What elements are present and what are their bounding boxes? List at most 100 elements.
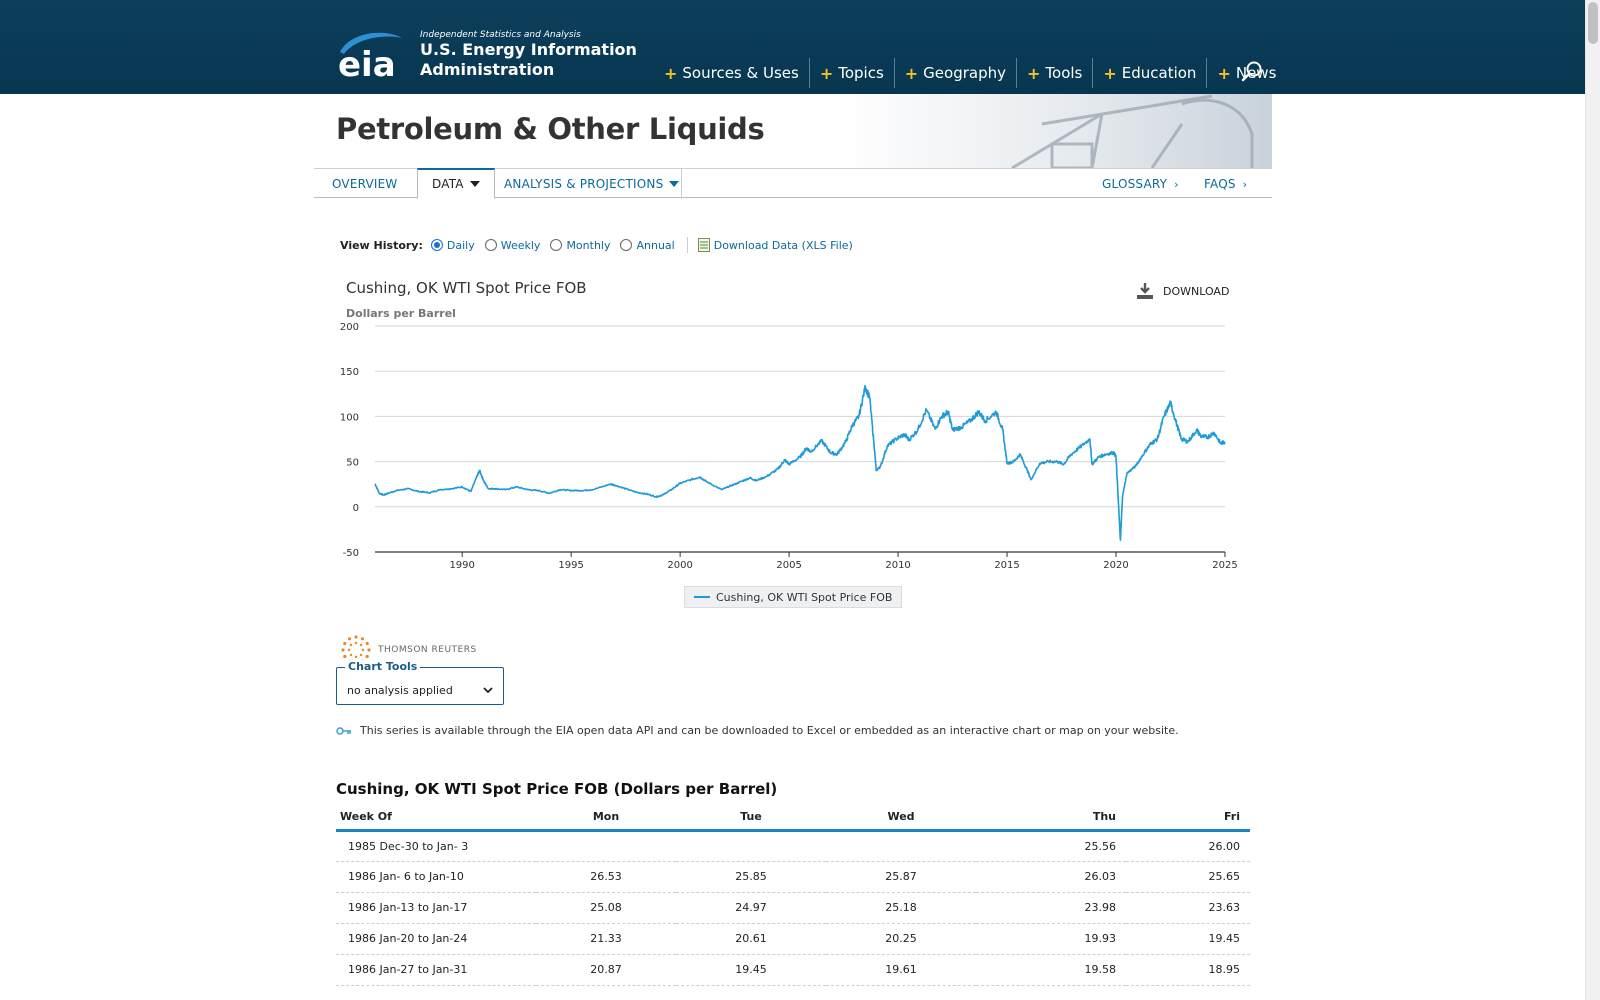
eia-logo[interactable]: eia <box>336 26 406 82</box>
radio-button[interactable] <box>620 239 633 251</box>
chart-gridlines <box>375 325 1225 553</box>
cell-week: 1985 Dec-30 to Jan- 3 <box>336 830 536 862</box>
download-xls-link[interactable]: Download Data (XLS File) <box>697 238 853 252</box>
legend-swatch <box>694 596 710 598</box>
top-navigation: + Sources & Uses + Topics + Geography + Tool… <box>654 58 1286 88</box>
table-row: 1986 Jan-20 to Jan-24 21.33 20.61 20.25 … <box>336 923 1250 955</box>
faqs-link[interactable]: FAQS › <box>1204 169 1247 199</box>
view-history-label: View History: <box>340 238 423 252</box>
cell-wed: 20.25 <box>826 923 976 955</box>
nav-label: Tools <box>1045 64 1083 82</box>
radio-label: Weekly <box>500 238 541 252</box>
x-tick-label: 1990 <box>449 560 474 571</box>
tab-overview[interactable]: OVERVIEW <box>318 169 412 199</box>
cell-mon: 20.87 <box>536 954 676 986</box>
plus-icon: + <box>904 63 919 83</box>
x-axis-ticks: 1990 1995 2000 2005 2010 2015 2020 2025 <box>449 552 1238 571</box>
plus-icon: + <box>1103 63 1117 83</box>
chart-tools-label: Chart Tools <box>345 660 421 673</box>
cell-tue: 20.61 <box>676 923 826 955</box>
header-week-of: Week Of <box>336 804 536 832</box>
y-tick-label: 100 <box>340 412 359 423</box>
tab-data[interactable]: DATA <box>417 168 495 199</box>
x-tick-label: 2015 <box>994 560 1019 571</box>
chart-tools-selected-value: no analysis applied <box>347 683 453 697</box>
chevron-right-icon: › <box>1242 177 1248 191</box>
faqs-label: FAQS <box>1204 177 1236 191</box>
header-tue: Tue <box>676 804 826 832</box>
cell-tue <box>676 830 826 862</box>
plus-icon: + <box>664 63 678 83</box>
radio-label: Annual <box>636 238 675 252</box>
x-tick-label: 1995 <box>558 560 583 571</box>
radio-weekly[interactable]: Weekly <box>484 238 541 252</box>
spreadsheet-icon <box>697 238 710 252</box>
section-subnav: OVERVIEW DATA ANALYSIS & PROJECTIONS GLO… <box>314 168 1272 199</box>
api-note-text: This series is available through the EIA… <box>360 724 1179 737</box>
radio-daily[interactable]: Daily <box>430 239 475 252</box>
table-title: Cushing, OK WTI Spot Price FOB (Dollars … <box>336 780 778 798</box>
y-tick-label: 150 <box>340 367 359 378</box>
cell-thu: 26.03 <box>976 861 1126 893</box>
glossary-link[interactable]: GLOSSARY › <box>1102 169 1179 199</box>
page-scrollbar[interactable] <box>1585 0 1600 1000</box>
nav-tools[interactable]: + Tools <box>1017 58 1094 88</box>
cell-mon: 26.53 <box>536 861 676 893</box>
tab-label: ANALYSIS & PROJECTIONS <box>504 177 664 191</box>
radio-button-checked[interactable] <box>430 239 443 251</box>
api-note: This series is available through the EIA… <box>336 724 1179 737</box>
logo-name-line-2: Administration <box>420 60 555 79</box>
nav-sources-uses[interactable]: + Sources & Uses <box>654 58 810 88</box>
chart-download-label: DOWNLOAD <box>1163 284 1230 298</box>
nav-geography[interactable]: + Geography <box>895 58 1017 88</box>
nav-label: Topics <box>838 64 884 82</box>
series-line-wti-spot-price[interactable] <box>374 384 1226 541</box>
page-banner: Petroleum & Other Liquids <box>314 94 1272 168</box>
cell-wed <box>826 830 976 862</box>
y-tick-label: 200 <box>340 322 359 333</box>
table-row: 1986 Jan-27 to Jan-31 20.87 19.45 19.61 … <box>336 954 1250 986</box>
tab-divider <box>681 169 682 199</box>
key-icon <box>336 726 351 735</box>
nav-topics[interactable]: + Topics <box>810 58 895 88</box>
x-tick-label: 2020 <box>1103 560 1128 571</box>
chart-legend[interactable]: Cushing, OK WTI Spot Price FOB <box>684 586 903 608</box>
cell-fri: 26.00 <box>1126 830 1250 862</box>
tab-analysis-projections[interactable]: ANALYSIS & PROJECTIONS <box>490 169 693 199</box>
nav-education[interactable]: + Education <box>1093 58 1208 88</box>
price-table: Week Of Mon Tue Wed Thu Fri 1985 Dec-30 … <box>336 804 1250 986</box>
radio-annual[interactable]: Annual <box>620 238 675 252</box>
table-header-row: Week Of Mon Tue Wed Thu Fri <box>336 804 1250 832</box>
x-tick-label: 2005 <box>776 560 801 571</box>
legend-label: Cushing, OK WTI Spot Price FOB <box>716 590 893 604</box>
x-tick-label: 2010 <box>885 560 910 571</box>
glossary-label: GLOSSARY <box>1102 177 1168 191</box>
search-icon[interactable] <box>1240 60 1264 84</box>
header-wed: Wed <box>826 804 976 832</box>
cell-fri: 18.95 <box>1126 954 1250 986</box>
cell-week: 1986 Jan-20 to Jan-24 <box>336 923 536 955</box>
tab-label: DATA <box>432 177 464 191</box>
cell-week: 1986 Jan-27 to Jan-31 <box>336 954 536 986</box>
price-chart[interactable]: -50 0 50 100 150 200 1990 1995 2000 2005 2010 2015… <box>330 318 1260 613</box>
radio-button[interactable] <box>484 239 497 251</box>
y-tick-label: -50 <box>343 548 359 559</box>
chart-series <box>374 384 1226 541</box>
radio-button[interactable] <box>550 239 563 251</box>
chart-download-button[interactable]: DOWNLOAD <box>1136 282 1229 300</box>
scrollbar-thumb[interactable] <box>1588 2 1598 44</box>
cell-week: 1986 Jan-13 to Jan-17 <box>336 892 536 924</box>
cell-wed: 25.18 <box>826 892 976 924</box>
radio-monthly[interactable]: Monthly <box>550 239 610 252</box>
nav-label: Geography <box>923 64 1006 82</box>
chart-y-axis-label: Dollars per Barrel <box>346 307 456 320</box>
chart-tools-select[interactable]: no analysis applied <box>343 680 497 700</box>
y-tick-label: 50 <box>346 458 359 469</box>
source-label: THOMSON REUTERS <box>378 645 477 655</box>
nav-label: Education <box>1121 64 1197 82</box>
cell-week: 1986 Jan- 6 to Jan-10 <box>336 861 536 893</box>
cell-mon: 25.08 <box>536 892 676 924</box>
view-history-bar: View History: Daily Weekly Monthly Annua… <box>340 236 853 254</box>
plus-icon: + <box>1217 63 1231 83</box>
